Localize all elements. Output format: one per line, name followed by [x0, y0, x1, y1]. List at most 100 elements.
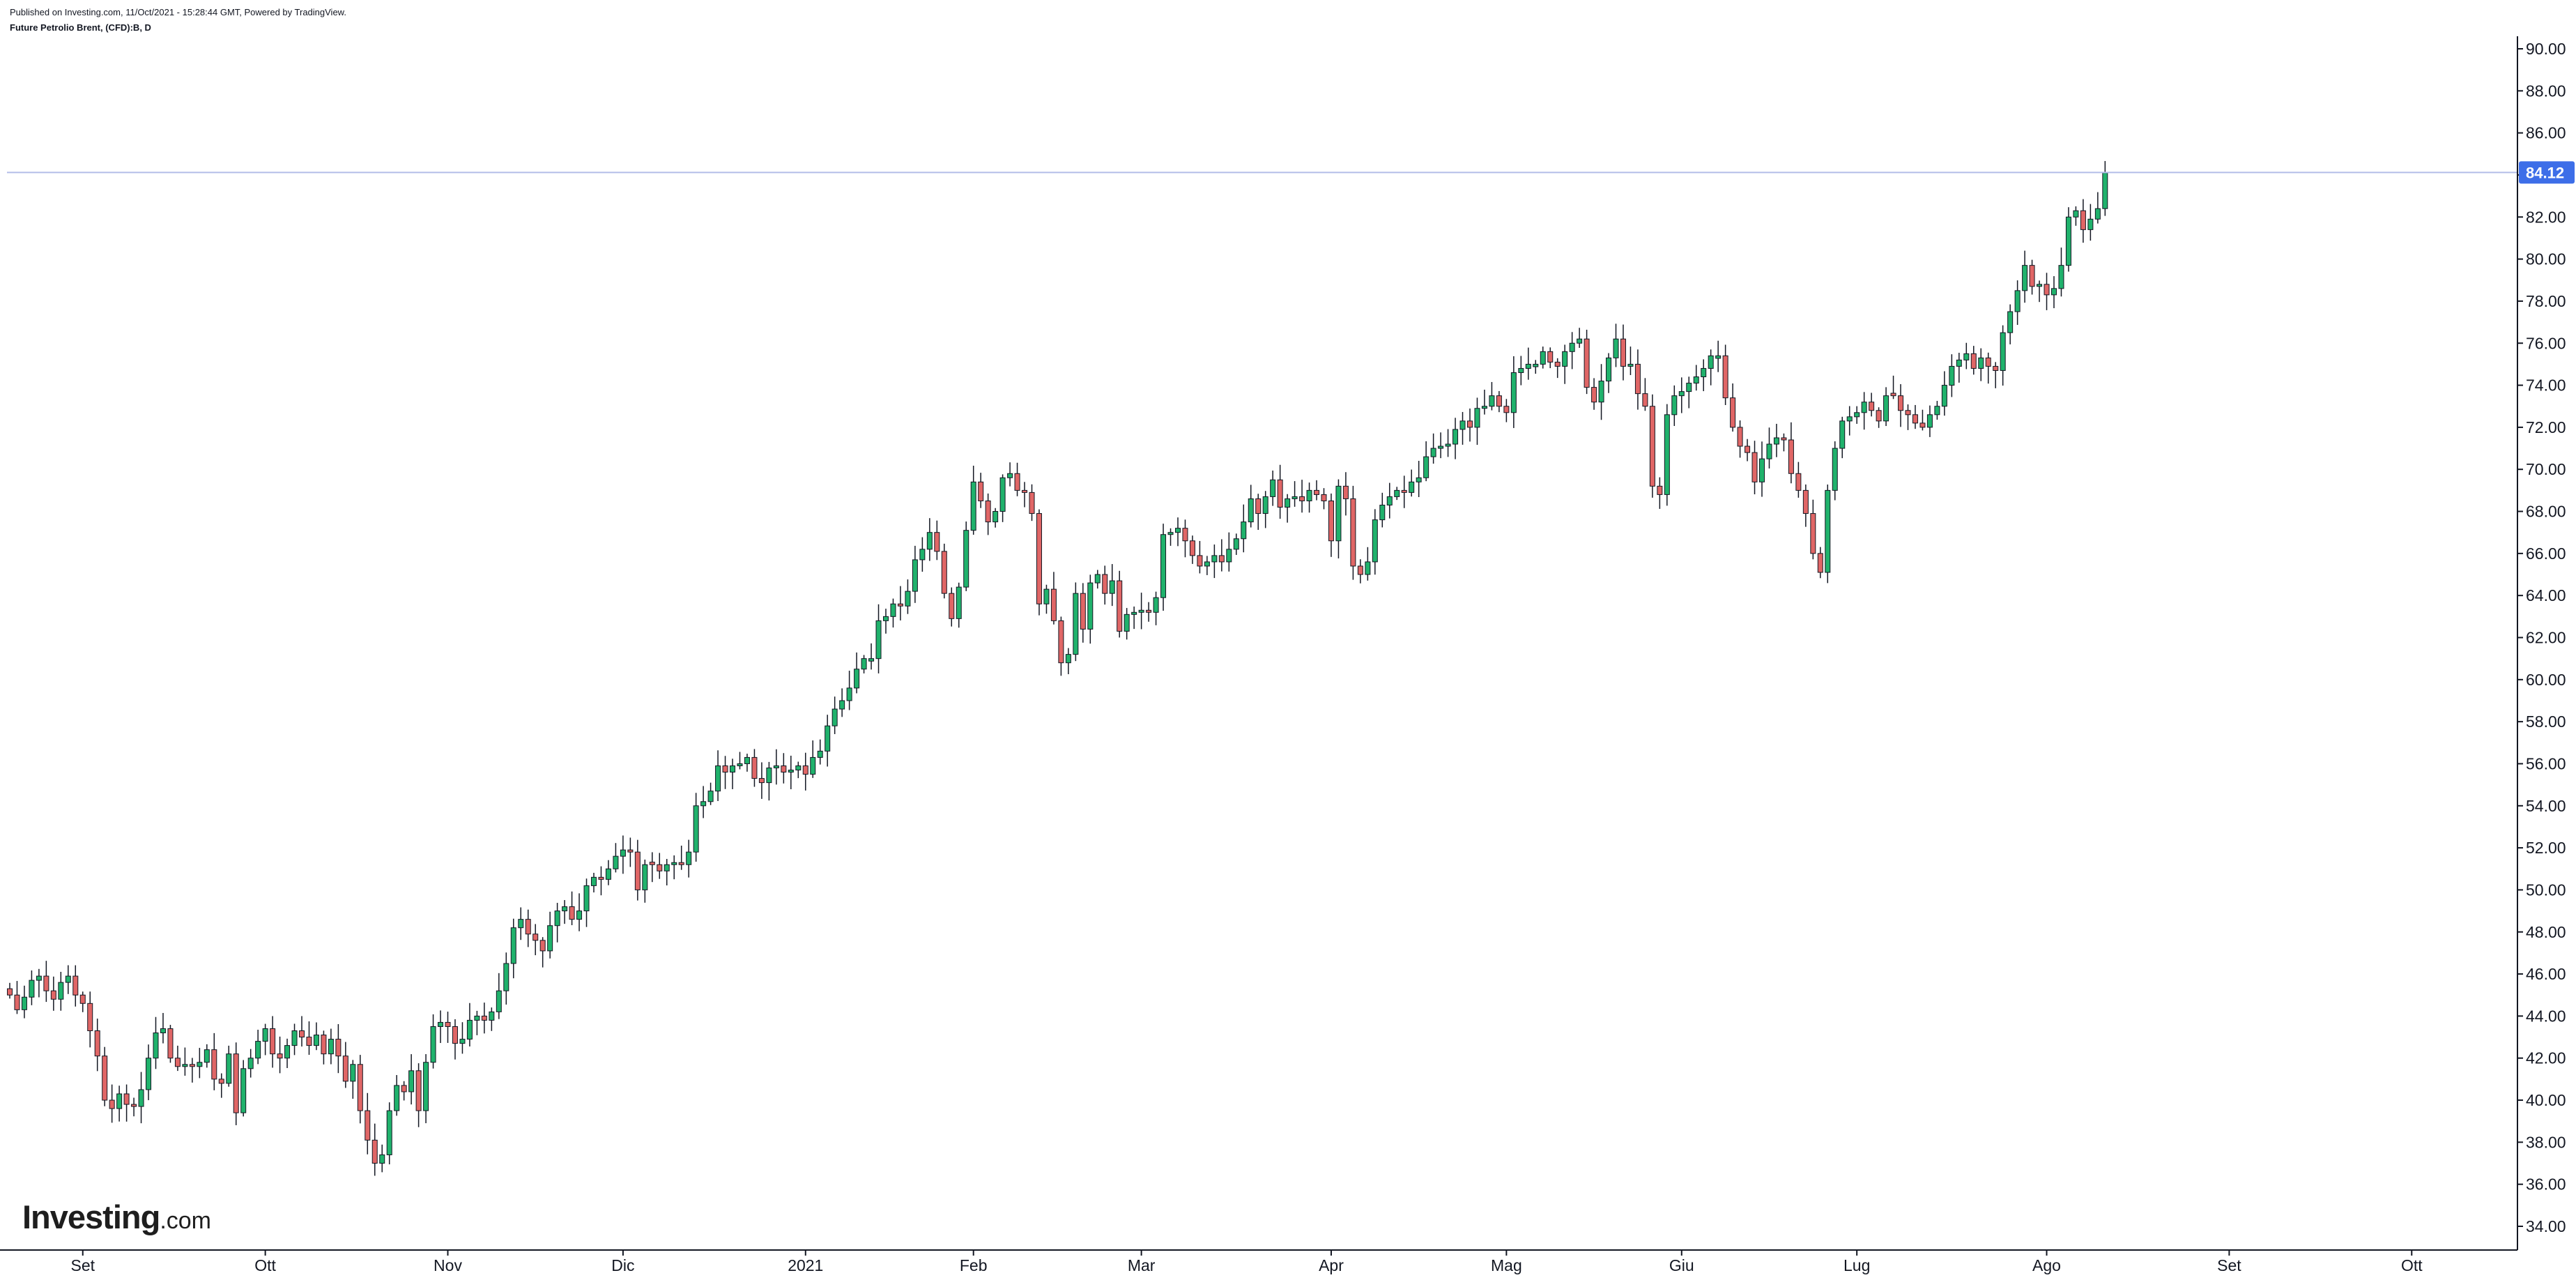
candle-body-down	[50, 990, 56, 1000]
candle	[226, 1045, 232, 1087]
candle	[167, 1025, 174, 1063]
time-axis[interactable]: Set Ott Nov Dic 2021 Feb Mar Apr Mag Giu Lug Ago Set…	[70, 1250, 2423, 1274]
candle	[1029, 484, 1035, 521]
candle-body-up	[919, 549, 926, 561]
candle-body-up	[2014, 290, 2021, 312]
candle	[50, 976, 56, 1011]
candle-body-up	[394, 1085, 400, 1111]
candle	[1970, 346, 1977, 375]
candle-body-down	[1737, 427, 1743, 447]
candle	[649, 852, 655, 883]
candle	[992, 508, 999, 528]
candle-body-up	[489, 1011, 495, 1021]
candle-body-down	[1357, 565, 1363, 575]
candle-body-down	[1649, 406, 1655, 487]
candle-body-down	[1584, 338, 1590, 388]
candle	[1788, 422, 1794, 484]
candle	[1883, 387, 1889, 427]
candle	[839, 688, 845, 717]
candle	[1518, 356, 1524, 386]
candle-body-up	[825, 725, 831, 752]
candle	[707, 782, 714, 805]
candle-body-down	[1102, 574, 1108, 594]
candle	[773, 749, 779, 785]
price-tick-label: 76.00	[2526, 334, 2566, 352]
candle	[1737, 420, 1743, 458]
candle	[1218, 539, 1225, 572]
time-tick-label: Giu	[1669, 1256, 1694, 1274]
candle-body-up	[1627, 363, 1634, 367]
candle-body-down	[532, 934, 539, 941]
candle-body-down	[678, 862, 684, 865]
candle-body-up	[642, 864, 648, 890]
candle	[466, 1003, 473, 1047]
candle	[802, 752, 808, 791]
candle-body-up	[1606, 357, 1612, 382]
candle-body-up	[423, 1062, 429, 1111]
candle-body-up	[255, 1041, 261, 1059]
candle	[1182, 519, 1188, 558]
candle	[2007, 304, 2014, 344]
price-axis[interactable]: 34.00 36.00 38.00 40.00 42.00 44.00 46.00 48.00…	[2517, 40, 2566, 1235]
candle	[671, 855, 677, 880]
candle	[79, 991, 86, 1012]
candle-body-up	[116, 1093, 123, 1109]
candle	[1124, 608, 1130, 640]
candle	[335, 1023, 342, 1074]
candle-body-up	[846, 687, 852, 701]
candle	[1678, 377, 1685, 413]
candle-body-up	[1423, 456, 1429, 478]
candle-body-up	[503, 963, 509, 991]
candle-body-up	[1481, 406, 1487, 409]
candle	[781, 753, 787, 784]
candle-body-up	[854, 669, 860, 689]
candle	[1926, 405, 1933, 437]
candle	[1547, 347, 1554, 369]
candle	[306, 1021, 312, 1055]
candle	[642, 859, 648, 903]
candle	[321, 1030, 327, 1065]
candle-body-up	[1241, 521, 1247, 540]
candle	[627, 837, 634, 867]
candle-body-up	[744, 756, 750, 764]
price-tick-label: 64.00	[2526, 586, 2566, 604]
candle	[875, 604, 882, 673]
candle-body-down	[1080, 593, 1086, 630]
candle-body-up	[905, 591, 911, 607]
candle-body-up	[992, 511, 999, 523]
candle-body-up	[1701, 367, 1707, 378]
candle-body-up	[2051, 288, 2057, 296]
candle	[1489, 381, 1495, 411]
candle-body-up	[29, 980, 35, 998]
candle-body-down	[1788, 439, 1794, 474]
candle-body-up	[773, 765, 779, 768]
candle	[1175, 517, 1181, 547]
candle-body-down	[1993, 365, 1999, 371]
candle-body-up	[197, 1062, 203, 1067]
candle	[1445, 429, 1451, 457]
candle-body-up	[890, 603, 896, 617]
candle	[934, 520, 940, 561]
candle	[1620, 324, 1626, 381]
candle-body-up	[2058, 265, 2064, 289]
candle	[2065, 207, 2071, 272]
candle-body-up	[146, 1058, 152, 1090]
candle	[810, 740, 816, 778]
candle	[474, 1010, 480, 1035]
candle	[7, 982, 13, 999]
last-price-label: 84.12	[2526, 164, 2564, 181]
candle-body-up	[1248, 498, 1254, 523]
candle-body-down	[415, 1070, 422, 1111]
candle	[350, 1060, 356, 1099]
price-tick-label: 74.00	[2526, 376, 2566, 395]
candle	[657, 853, 663, 879]
candle-body-up	[2007, 311, 2014, 333]
candle	[1540, 346, 1546, 369]
candle	[438, 1010, 444, 1044]
candle	[1430, 433, 1436, 464]
candle	[1153, 591, 1159, 625]
candle	[1649, 394, 1655, 498]
candle-body-up	[547, 925, 553, 952]
candle	[357, 1055, 363, 1124]
